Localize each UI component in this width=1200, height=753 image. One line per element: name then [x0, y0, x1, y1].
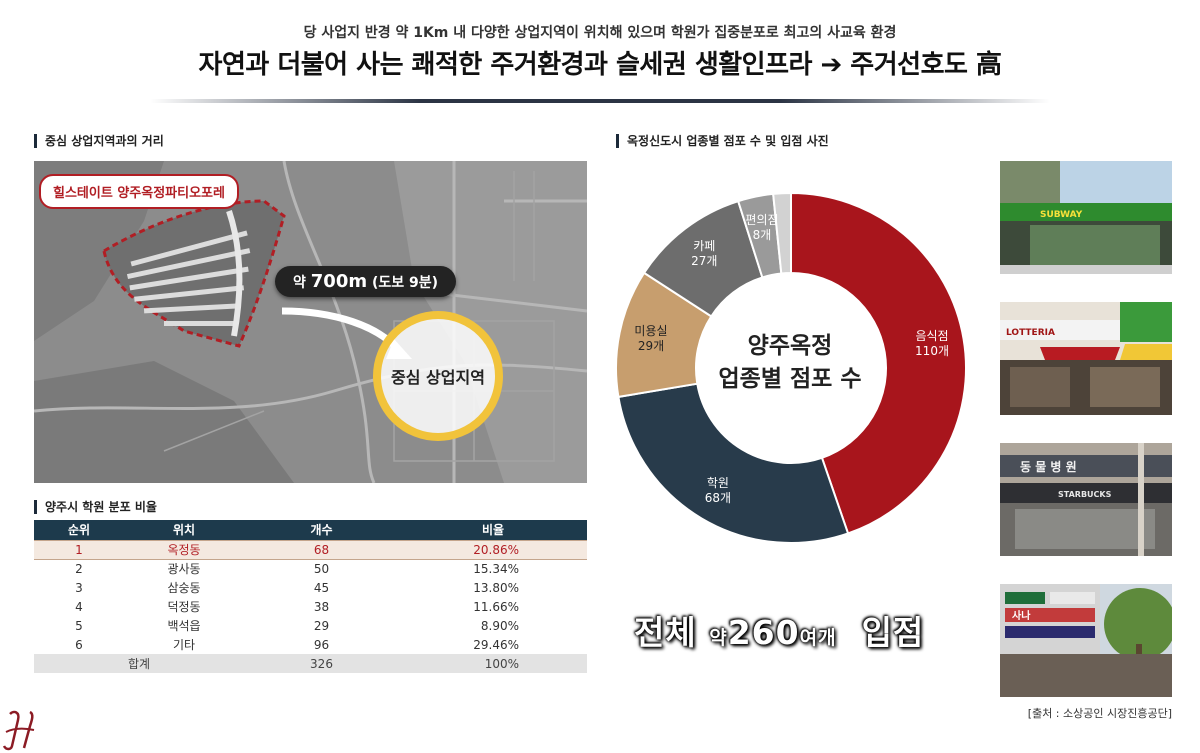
table-cell: 옥정동 [124, 539, 244, 560]
table-cell: 96 [313, 637, 330, 652]
page-subtitle: 당 사업지 반경 약 1Km 내 다양한 상업지역이 위치해 있으며 학원가 집… [303, 25, 897, 41]
donut-center-line1: 양주옥정 [747, 333, 833, 359]
complex-name-badge: 힐스테이트 양주옥정파티오포레 [39, 174, 239, 209]
slice-label-편의점: 편의점 8개 [732, 213, 792, 243]
store-photo-lotteria: LOTTERIA [1000, 302, 1172, 415]
table-section-label: 양주시 학원 분포 비율 [34, 500, 157, 514]
table-cell: 326 [244, 654, 399, 673]
donut-slice-학원 [617, 382, 850, 543]
table-cell: 광사동 [167, 562, 201, 577]
table-cell: 덕정동 [167, 600, 201, 614]
table-row: 2 광사동 50 15.34% [34, 559, 587, 578]
table-cell: 29 [313, 618, 330, 633]
location-map [34, 161, 587, 483]
store-photo-street: 사나 [1000, 584, 1172, 697]
total-prefix: 전체 [634, 613, 697, 652]
store-photo-image: 동 물 병 원 STARBUCKS [1000, 443, 1172, 556]
slice-label-value: 27개 [691, 254, 718, 269]
store-sign-text: SUBWAY [1040, 210, 1083, 220]
donut-center-text: 양주옥정 업종별 점포 수 [690, 330, 890, 396]
academy-distribution-table: 순위 위치 개수 비율 1 옥정동 68 20.86% 2 광사동 50 15.… [34, 520, 587, 673]
distance-value: 700m [310, 271, 368, 292]
commercial-center-label: 중심 상업지역 [391, 368, 485, 387]
title-divider [150, 99, 1050, 103]
table-cell: 1 [34, 539, 124, 560]
table-cell: 8.90% [480, 618, 519, 633]
store-photo-starbucks: 동 물 병 원 STARBUCKS [1000, 443, 1172, 556]
brand-h-logo-icon [2, 710, 35, 751]
table-header-cell: 위치 [124, 520, 244, 540]
table-cell: 3 [75, 580, 83, 595]
table-cell: 11.66% [473, 599, 519, 614]
donut-slice-other [772, 193, 792, 275]
table-header-row: 순위 위치 개수 비율 [34, 520, 587, 540]
store-sign-text: 동 물 병 원 [1020, 459, 1077, 474]
table-cell: 삼숭동 [167, 581, 201, 595]
map-section-label: 중심 상업지역과의 거리 [34, 134, 164, 148]
table-row: 1 옥정동 68 20.86% [34, 539, 587, 560]
store-photo-subway: SUBWAY [1000, 161, 1172, 274]
slice-label-학원: 학원 68개 [688, 476, 748, 506]
slice-label-name: 음식점 [915, 329, 949, 344]
table-cell: 13.80% [473, 580, 519, 595]
table-cell: 5 [75, 618, 83, 633]
table-row: 4 덕정동 38 11.66% [34, 597, 587, 616]
table-header-cell: 개수 [244, 520, 399, 540]
table-cell: 20.86% [399, 539, 587, 560]
slice-label-value: 68개 [704, 490, 732, 505]
store-sign-text: STARBUCKS [1058, 490, 1112, 499]
distance-note: (도보 9분) [371, 275, 439, 291]
table-cell: 15.34% [473, 561, 519, 576]
page-title: 자연과 더불어 사는 쾌적한 주거환경과 슬세권 생활인프라 ➔ 주거선호도 高 [198, 50, 1002, 80]
slice-label-value: 29개 [637, 338, 665, 353]
slice-label-음식점: 음식점 110개 [902, 329, 962, 359]
slice-label-value: 8개 [752, 227, 772, 242]
total-value: 260 [727, 613, 800, 652]
store-sign-text: 사나 [1012, 609, 1031, 622]
table-row: 6 기타 96 29.46% [34, 635, 587, 654]
data-source-note: [출처 : 소상공인 시장진흥공단] [1027, 707, 1172, 720]
slice-label-name: 편의점 [745, 212, 779, 227]
table-row: 3 삼숭동 45 13.80% [34, 578, 587, 597]
store-sign-text: LOTTERIA [1006, 328, 1055, 338]
store-count-donut-chart [616, 193, 966, 543]
map-illustration [34, 161, 587, 483]
store-photo-image: LOTTERIA [1000, 302, 1172, 415]
table-total-row: 합계 326 100% [34, 654, 587, 673]
slice-label-value: 110개 [915, 344, 949, 359]
store-photo-image: 사나 [1000, 584, 1172, 697]
commercial-center-marker: 중심 상업지역 [373, 311, 503, 441]
table-cell: 합계 [34, 654, 244, 673]
table-cell: 45 [313, 580, 330, 595]
total-about: 약 [709, 627, 728, 649]
total-suffix: 입점 [861, 613, 925, 652]
table-cell: 100% [399, 654, 587, 673]
table-header-cell: 비율 [399, 520, 587, 540]
slice-label-name: 미용실 [634, 323, 668, 338]
donut-slice-음식점 [790, 193, 966, 535]
table-cell: 백석읍 [167, 619, 201, 633]
table-cell: 50 [313, 561, 330, 576]
total-unit: 여개 [799, 627, 837, 649]
table-cell: 기타 [172, 638, 196, 652]
slice-label-카페: 카페 27개 [674, 239, 734, 269]
table-cell: 29.46% [473, 637, 519, 652]
total-stores-text: 전체 약260여개 입점 [634, 606, 924, 654]
distance-prefix: 약 [293, 275, 306, 291]
table-cell: 4 [75, 599, 83, 614]
table-header-cell: 순위 [34, 520, 124, 540]
store-photo-image: SUBWAY [1000, 161, 1172, 274]
table-cell: 6 [75, 637, 83, 652]
distance-badge: 약 700m (도보 9분) [275, 266, 457, 297]
chart-section-label: 옥정신도시 업종별 점포 수 및 입점 사진 [616, 134, 829, 148]
table-cell: 2 [75, 561, 83, 576]
slice-label-미용실: 미용실 29개 [621, 324, 681, 354]
slice-label-name: 카페 [693, 239, 716, 254]
donut-center-line2: 업종별 점포 수 [718, 366, 862, 392]
table-row: 5 백석읍 29 8.90% [34, 616, 587, 635]
table-cell: 68 [244, 539, 399, 560]
table-cell: 38 [313, 599, 330, 614]
slice-label-name: 학원 [706, 475, 729, 490]
